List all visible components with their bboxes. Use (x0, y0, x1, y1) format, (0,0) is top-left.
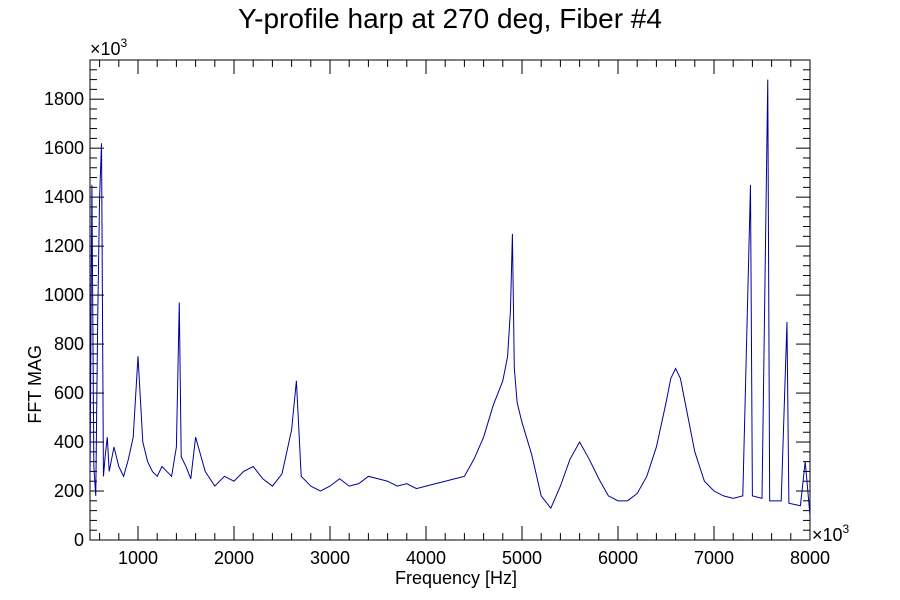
y-tick-label: 800 (54, 334, 84, 354)
x-tick-label: 1000 (118, 548, 158, 568)
y-tick-label: 200 (54, 481, 84, 501)
x-tick-label: 4000 (406, 548, 446, 568)
tick-labels-layer: 1000 2000 3000 4000 5000 6000 7000 8000 0 200 400 6… (44, 89, 830, 568)
ticks-layer (90, 59, 811, 541)
y-tick-label: 1600 (44, 138, 84, 158)
x-tick-label: 6000 (598, 548, 638, 568)
y-tick-label: 1800 (44, 89, 84, 109)
y-tick-label: 600 (54, 383, 84, 403)
plot-frame (89, 59, 811, 541)
chart-title: Y-profile harp at 270 deg, Fiber #4 (238, 3, 662, 34)
y-tick-label: 400 (54, 432, 84, 452)
y-tick-label: 0 (74, 530, 84, 550)
x-tick-label: 3000 (310, 548, 350, 568)
y-tick-label: 1000 (44, 285, 84, 305)
y-axis-title: FFT MAG (25, 345, 45, 424)
y-multiplier-label: ×103 (90, 36, 128, 59)
y-tick-label: 1200 (44, 236, 84, 256)
x-axis-title: Frequency [Hz] (395, 568, 517, 588)
x-tick-label: 2000 (214, 548, 254, 568)
x-tick-label: 5000 (502, 548, 542, 568)
x-tick-label: 8000 (790, 548, 830, 568)
series-line (89, 79, 811, 516)
x-tick-label: 7000 (694, 548, 734, 568)
x-multiplier-label: ×103 (812, 522, 850, 545)
y-tick-label: 1400 (44, 187, 84, 207)
